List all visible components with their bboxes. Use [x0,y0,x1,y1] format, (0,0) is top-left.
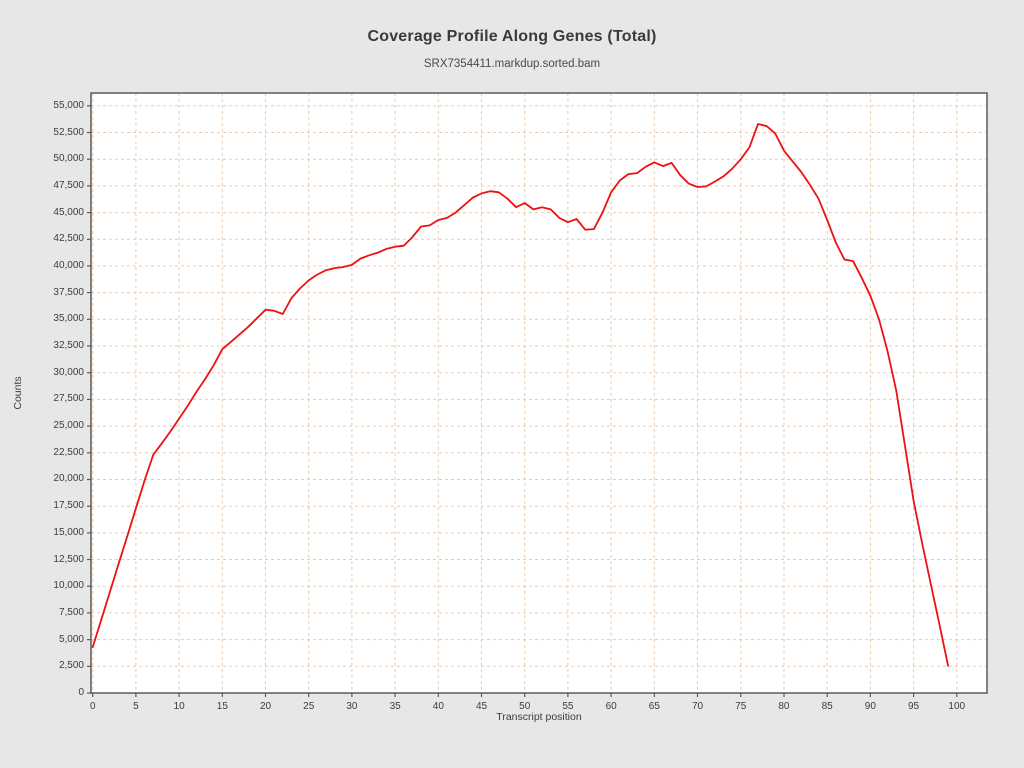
gridlines [91,93,987,694]
y-tick-label: 5,000 [58,633,84,645]
x-tick-label: 75 [735,701,747,712]
chart-canvas [87,92,988,697]
x-tick-label: 100 [948,701,966,712]
y-tick-label: 50,000 [53,153,84,165]
plot-area [87,92,988,697]
x-tick-label: 85 [821,701,833,712]
y-tick-label: 40,000 [53,259,84,271]
y-tick-label: 30,000 [53,366,84,378]
x-tick-label: 55 [562,701,574,712]
x-tick-label: 40 [432,701,444,712]
x-tick-label: 70 [691,701,704,712]
y-tick-label: 17,500 [53,500,84,512]
x-tick-label: 80 [778,701,790,712]
y-tick-label: 55,000 [53,99,84,111]
x-tick-label: 5 [133,701,139,712]
y-tick-label: 47,500 [53,179,84,191]
y-tick-label: 22,500 [53,446,84,458]
x-tick-label: 45 [475,701,488,712]
y-tick-label: 37,500 [53,286,84,298]
y-tick-label: 45,000 [53,206,84,218]
y-tick-label: 10,000 [53,580,84,592]
x-tick-label: 90 [864,701,876,712]
y-tick-label: 35,000 [53,313,84,325]
coverage-line [91,123,949,667]
x-tick-label: 20 [259,701,272,712]
y-tick-label: 32,500 [53,340,84,352]
x-tick-label: 0 [89,701,96,712]
y-tick-label: 20,000 [53,473,84,485]
x-tick-label: 10 [173,701,185,712]
plot-border [90,92,988,694]
tick-marks [87,105,958,697]
x-axis-title: Transcript position [496,711,582,723]
y-tick-label: 25,000 [53,420,84,432]
y-tick-label: 12,500 [53,553,84,565]
y-tick-label: 15,000 [53,526,84,538]
y-tick-label: 42,500 [53,233,84,245]
x-tick-label: 65 [648,701,660,712]
y-tick-label: 0 [78,687,84,698]
chart-title: Coverage Profile Along Genes (Total) [367,28,657,45]
y-tick-label: 52,500 [53,126,84,138]
x-tick-label: 60 [605,701,617,712]
x-tick-label: 95 [907,701,920,712]
x-tick-label: 25 [303,701,315,712]
y-axis-title: Counts [12,376,24,410]
chart-subtitle: SRX7354411.markdup.sorted.bam [423,58,601,70]
y-tick-label: 7,500 [58,606,84,618]
x-tick-label: 30 [346,701,358,712]
y-tick-label: 27,500 [53,393,84,405]
x-tick-label: 35 [389,701,401,712]
x-tick-label: 50 [519,701,531,712]
y-tick-label: 2,500 [58,660,84,672]
x-tick-label: 15 [216,701,228,712]
